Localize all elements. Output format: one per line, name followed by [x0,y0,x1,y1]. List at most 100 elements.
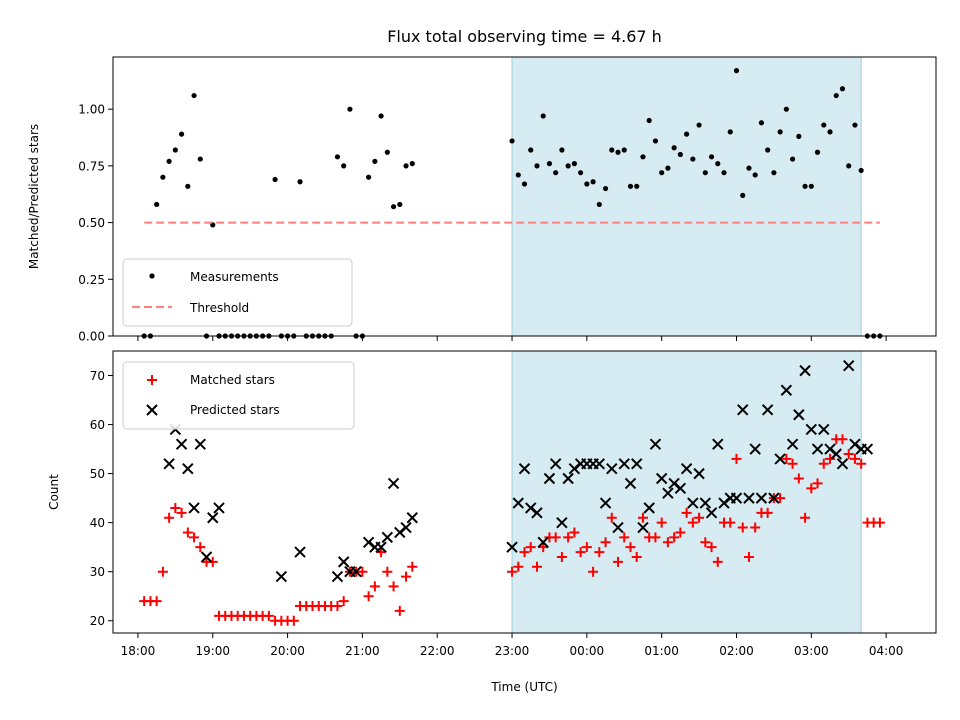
matched-star-point [712,556,723,567]
measurement-point [378,113,384,119]
matched-star-point [631,551,642,562]
legend-entry-threshold: Threshold [189,301,249,315]
measurement-point [796,133,802,139]
matched-star-point [357,566,368,577]
top-panel-y-ticks: 0.00 0.25 0.50 0.75 1.00 [78,103,113,344]
y-tick-label: 70 [90,369,105,383]
measurement-point [858,167,864,174]
measurement-point [553,170,559,176]
predicted-star-point [737,404,749,416]
measurement-point [178,131,185,137]
legend-entry-measurements: Measurements [190,270,279,284]
predicted-star-point [818,423,830,436]
measurement-point [366,174,372,180]
measurement-point [634,183,640,189]
predicted-star-point [381,531,394,544]
matched-star-point [170,502,181,513]
matched-star-point [588,566,599,577]
matched-star-point [849,453,860,464]
matched-star-point [569,527,580,538]
measurement-point [559,147,565,153]
matched-star-point [581,542,592,553]
predicted-star-point [780,384,793,396]
matched-star-point [856,458,867,469]
measurement-point [659,170,665,176]
measurement-point [546,161,553,167]
measurement-point [752,172,758,178]
predicted-star-point [194,438,206,450]
matched-star-point [195,542,206,553]
matched-star-point [519,547,530,558]
matched-star-point [737,522,748,533]
measurement-point [721,170,727,176]
predicted-star-point [549,458,562,470]
predicted-star-point [643,502,655,514]
predicted-star-point [836,458,849,470]
measurement-point [783,106,789,112]
predicted-star-point [637,521,649,534]
measurement-point [839,86,846,92]
measurement-point [665,165,671,171]
matched-star-point [762,507,773,518]
measurement-point [565,163,571,169]
matched-star-point [650,532,661,543]
predicted-star-point [543,472,556,485]
measurement-point [185,183,191,189]
measurement-point [578,170,584,176]
predicted-star-point [387,477,400,490]
matched-star-point [800,512,811,523]
x-tick-label: 01:00 [644,644,679,658]
matched-star-point [382,566,393,577]
matched-star-point [600,537,611,548]
predicted-star-point [786,438,799,450]
top-y-axis-label: Matched/Predicted stars [27,124,41,269]
measurement-point [715,161,721,167]
predicted-star-point [188,502,200,514]
measurement-point [341,163,347,169]
matched-star-point [207,556,218,567]
matched-star-point [781,453,792,464]
measurement-point [515,172,521,178]
matched-star-point [531,561,542,572]
predicted-star-point [761,404,774,416]
matched-star-point [189,532,200,543]
measurement-point [590,179,596,185]
predicted-star-point [712,438,724,450]
observing-window-shade-bottom [511,350,862,634]
bottom-panel-marks [139,360,885,626]
matched-star-point [606,512,617,523]
predicted-star-point [749,443,761,455]
legend-entry-predicted-stars: Predicted stars [190,403,280,417]
predicted-star-point [400,521,412,534]
matched-star-point [706,542,717,553]
measurement-point [528,147,534,153]
measurement-point [852,122,858,128]
measurement-point [272,176,278,183]
matched-star-point [818,458,829,469]
measurement-point [521,181,528,187]
x-tick-label: 18:00 [121,644,156,658]
predicted-star-point [768,492,780,504]
measurement-point [297,179,303,185]
predicted-star-point [662,487,674,499]
measurement-point [534,163,540,169]
bottom-panel: 18:00 19:00 20:00 21:00 22:00 23:00 00:00 01:00… [47,350,937,694]
predicted-star-point [207,512,219,524]
measurement-point [696,122,702,128]
measurement-point [627,183,634,189]
measurement-point [814,149,821,155]
y-tick-label: 0.00 [78,330,105,344]
chart-title: Flux total observing time = 4.67 h [387,27,662,46]
predicted-star-point [512,497,524,509]
matched-star-point [694,512,705,523]
matched-star-point [151,596,162,607]
matched-star-point [725,517,736,528]
y-tick-label: 20 [90,614,105,628]
x-axis-label: Time (UTC) [490,680,557,694]
measurement-point [808,183,814,189]
measurement-point [334,154,341,160]
predicted-star-point [275,570,288,583]
matched-star-point [750,522,761,533]
measurement-point [733,68,740,74]
measurement-point [690,156,696,162]
